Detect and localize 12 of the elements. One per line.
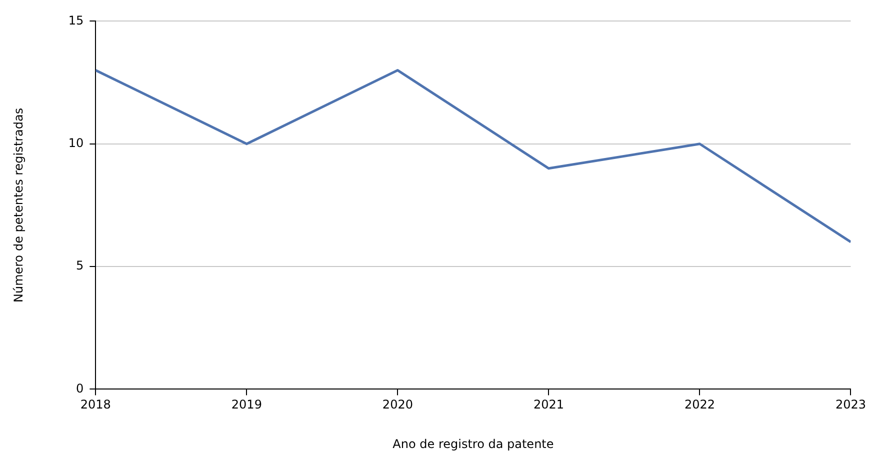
x-tick-label: 2022 <box>684 398 715 412</box>
y-tick-label: 10 <box>68 136 84 150</box>
y-tick-label: 5 <box>76 258 84 273</box>
y-axis-title: Número de petentes registradas <box>11 108 26 303</box>
x-tick-label: 2021 <box>533 398 564 412</box>
x-tick-label: 2019 <box>231 398 262 412</box>
x-axis-title: Ano de registro da patente <box>392 436 554 451</box>
y-tick-label: 0 <box>76 381 84 396</box>
y-tick-label: 15 <box>68 13 84 28</box>
x-tick-label: 2018 <box>80 398 111 412</box>
x-tick-label: 2023 <box>835 398 866 412</box>
x-tick-label: 2020 <box>382 398 413 412</box>
